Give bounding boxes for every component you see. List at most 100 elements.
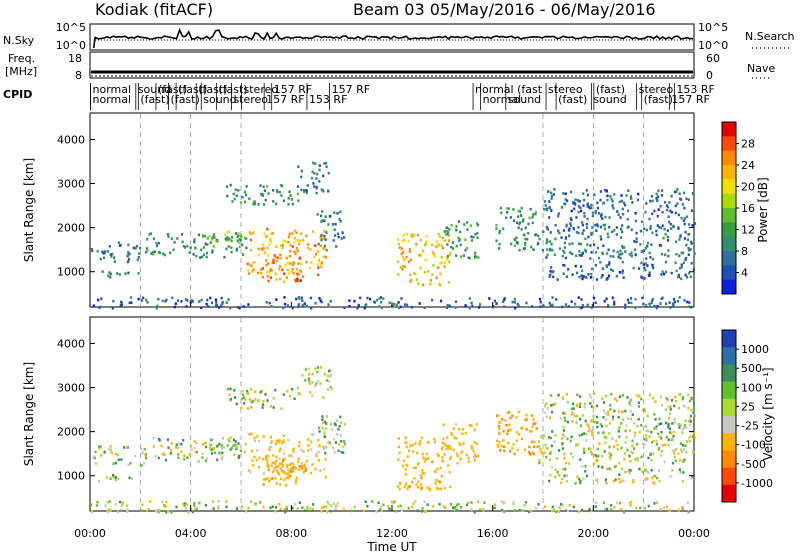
range-cell xyxy=(692,435,695,439)
range-cell xyxy=(579,402,582,406)
range-cell xyxy=(543,451,546,455)
range-cell xyxy=(618,425,621,429)
range-cell xyxy=(587,205,591,209)
range-cell xyxy=(434,245,437,248)
range-cell xyxy=(629,469,632,472)
range-cell xyxy=(672,297,676,301)
range-cell xyxy=(268,243,271,246)
range-cell xyxy=(416,233,419,237)
range-cell xyxy=(98,445,101,449)
range-cell xyxy=(575,271,579,275)
range-cell xyxy=(476,236,479,239)
range-cell xyxy=(423,472,426,475)
range-cell xyxy=(653,304,656,308)
range-cell xyxy=(397,458,400,461)
range-cell xyxy=(651,299,654,303)
range-cell xyxy=(677,406,680,410)
range-cell xyxy=(447,239,450,242)
range-cell xyxy=(340,450,343,454)
range-cell xyxy=(629,297,633,300)
range-cell xyxy=(260,192,263,196)
range-cell xyxy=(502,439,505,442)
range-cell xyxy=(338,424,341,428)
range-cell xyxy=(673,421,676,424)
range-cell xyxy=(677,226,680,229)
range-cell xyxy=(319,214,323,218)
range-cell xyxy=(601,454,604,458)
range-cell xyxy=(297,165,300,168)
range-cell xyxy=(634,306,637,309)
range-cell xyxy=(201,234,204,237)
range-cell xyxy=(353,299,356,303)
range-cell xyxy=(278,457,281,460)
range-cell xyxy=(296,460,300,464)
range-cell xyxy=(585,276,588,279)
range-cell xyxy=(541,436,544,439)
range-cell xyxy=(436,245,439,248)
range-cell xyxy=(117,241,121,244)
range-cell xyxy=(118,273,121,276)
range-cell xyxy=(263,478,266,481)
range-cell xyxy=(307,438,310,441)
range-cell xyxy=(272,454,275,457)
range-cell xyxy=(193,502,196,505)
range-cell xyxy=(298,468,301,471)
range-cell xyxy=(578,254,581,257)
range-cell xyxy=(545,415,548,419)
range-cell xyxy=(340,440,343,443)
range-cell xyxy=(330,428,333,431)
range-cell xyxy=(172,248,175,252)
range-cell xyxy=(586,217,589,221)
range-cell xyxy=(293,397,296,400)
range-cell xyxy=(590,267,594,271)
range-cell xyxy=(602,431,605,434)
range-cell xyxy=(320,510,323,513)
range-cell xyxy=(342,445,345,449)
range-cell xyxy=(323,372,326,376)
range-cell xyxy=(155,244,159,248)
colorbar-swatch xyxy=(722,251,736,266)
y-tick-label: 1000 xyxy=(57,266,85,279)
cpid-mode-label: (fast) xyxy=(558,93,587,106)
range-cell xyxy=(282,239,285,242)
range-cell xyxy=(218,306,221,309)
range-cell xyxy=(637,405,640,408)
range-cell xyxy=(633,422,636,425)
range-cell xyxy=(259,501,262,504)
range-cell xyxy=(104,250,107,253)
range-cell xyxy=(306,507,309,511)
range-cell xyxy=(282,393,285,396)
range-cell xyxy=(620,227,623,231)
range-cell xyxy=(274,272,277,276)
range-cell xyxy=(591,433,594,437)
range-cell xyxy=(251,270,254,273)
range-cell xyxy=(157,297,160,301)
range-cell xyxy=(329,422,332,426)
range-cell xyxy=(548,436,551,439)
range-cell xyxy=(114,461,118,465)
range-cell xyxy=(434,470,437,473)
range-cell xyxy=(681,203,684,206)
range-cell xyxy=(353,505,356,509)
range-cell xyxy=(658,479,661,483)
range-cell xyxy=(156,304,159,308)
range-cell xyxy=(208,234,211,238)
range-cell xyxy=(502,300,505,303)
range-cell xyxy=(457,427,461,431)
range-cell xyxy=(500,444,503,448)
range-cell xyxy=(655,233,658,237)
range-cell xyxy=(261,194,264,197)
range-cell xyxy=(275,298,278,301)
range-cell xyxy=(321,426,324,430)
range-cell xyxy=(252,231,255,235)
range-cell xyxy=(300,448,303,452)
range-cell xyxy=(604,223,607,227)
range-cell xyxy=(340,237,343,240)
range-cell xyxy=(394,509,397,513)
range-cell xyxy=(470,444,473,448)
range-cell xyxy=(602,501,605,504)
range-cell xyxy=(563,452,566,456)
range-cell xyxy=(656,199,659,202)
range-cell xyxy=(634,253,637,256)
range-cell xyxy=(245,246,248,250)
